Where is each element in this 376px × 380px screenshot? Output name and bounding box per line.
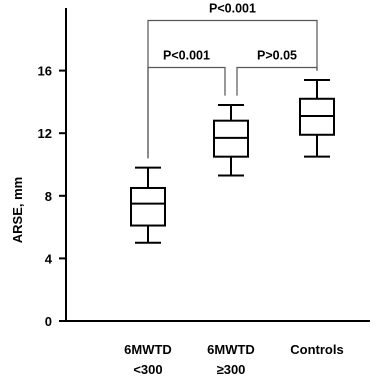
box-series <box>130 78 335 244</box>
x-category-label: Controls <box>290 342 343 357</box>
y-tick-label: 8 <box>45 189 52 204</box>
y-axis-title: ARSE, mm <box>10 177 25 243</box>
box-group <box>130 166 166 244</box>
significance-annotations: P<0.001 P<0.001 P>0.05 <box>147 2 318 159</box>
y-tick-label: 0 <box>45 314 52 329</box>
interquartile-box <box>130 186 166 227</box>
box-group <box>299 78 335 158</box>
significance-bracket <box>147 66 226 159</box>
x-category-label: 6MWTD <box>207 342 255 357</box>
p-value-label: P<0.001 <box>209 2 256 16</box>
x-category-label: <300 <box>133 362 162 377</box>
box-group <box>213 104 249 177</box>
x-category-label: ≥300 <box>217 362 246 377</box>
x-axis: 6MWTD <300 6MWTD ≥300 Controls <box>65 320 370 377</box>
significance-bracket <box>236 66 318 96</box>
y-ticks: 0 4 8 12 16 <box>38 64 66 329</box>
p-value-label: P>0.05 <box>257 48 297 62</box>
x-category-label: 6MWTD <box>124 342 172 357</box>
y-axis: 0 4 8 12 16 <box>38 8 67 329</box>
p-value-label: P<0.001 <box>163 48 210 62</box>
y-tick-label: 16 <box>38 64 52 79</box>
x-category-labels: 6MWTD <300 6MWTD ≥300 Controls <box>124 342 344 377</box>
y-tick-label: 4 <box>45 251 53 266</box>
y-tick-label: 12 <box>38 126 52 141</box>
